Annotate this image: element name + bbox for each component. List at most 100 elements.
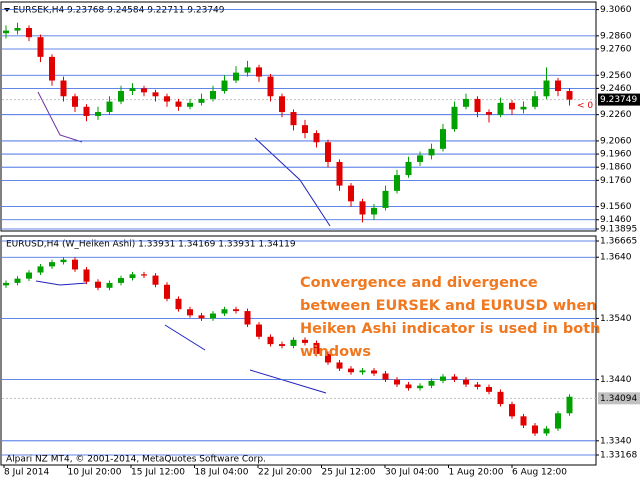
candle-body	[95, 281, 101, 288]
annotation: Convergence and divergence	[300, 275, 538, 291]
y-tick-label: 9.1860	[600, 163, 632, 173]
y-tick-label: 9.13895	[600, 225, 637, 235]
y-tick-label: 9.2860	[600, 31, 632, 41]
candle-body	[164, 284, 170, 299]
last-price-label: 1.34094	[600, 394, 637, 404]
candle-body	[95, 112, 101, 116]
trend-line	[35, 280, 88, 286]
candle-body	[371, 207, 377, 215]
candle-body	[348, 185, 354, 202]
candle-body	[175, 298, 182, 310]
candle-body	[3, 282, 9, 286]
annotation: Heiken Ashi indicator is used in both	[300, 321, 601, 337]
y-tick-label: 9.1460	[600, 215, 632, 225]
candle-body	[428, 380, 435, 386]
x-tick-label: 25 Jul 12:00	[322, 468, 376, 478]
candle-body	[382, 190, 389, 208]
y-tick-label: 9.2560	[600, 71, 632, 81]
candle-body	[37, 266, 44, 273]
candle-body	[26, 27, 32, 38]
candle-body	[129, 274, 136, 279]
candle-body	[3, 30, 9, 34]
y-tick-label: 1.33168	[600, 451, 637, 461]
x-tick-label: 18 Jul 04:00	[195, 468, 249, 478]
x-tick-label: 10 Jul 20:00	[68, 468, 122, 478]
candle-body	[49, 262, 55, 267]
candle-body	[152, 92, 159, 97]
candle-body	[141, 88, 147, 93]
candle-body	[532, 96, 538, 107]
y-tick-label: 9.3060	[600, 5, 632, 15]
candle-body	[405, 161, 412, 176]
y-tick-label: 9.2060	[600, 136, 632, 146]
candle-body	[26, 272, 32, 279]
candle-body	[440, 129, 446, 149]
candle-body	[509, 102, 515, 110]
x-tick-label: 22 Jul 20:00	[258, 468, 312, 478]
candle-body	[164, 96, 170, 102]
candle-body	[555, 413, 561, 429]
candle-body	[14, 27, 21, 31]
y-tick-label: 9.1960	[600, 150, 632, 160]
candle-body	[417, 155, 423, 162]
candle-body	[233, 309, 239, 312]
candle-body	[566, 396, 573, 414]
x-tick-label: 30 Jul 04:00	[385, 468, 439, 478]
candle-body	[72, 259, 78, 270]
y-tick-label: 9.1760	[600, 176, 632, 186]
candle-body	[221, 309, 228, 314]
candle-body	[221, 80, 228, 92]
candle-body	[187, 102, 193, 107]
candle-body	[152, 275, 159, 285]
last-price-box	[598, 392, 640, 405]
y-tick-label: 1.3340	[600, 436, 632, 446]
candle-body	[543, 80, 550, 97]
candle-body	[428, 148, 435, 156]
trend-line	[37, 91, 83, 143]
candle-body	[302, 339, 308, 343]
x-tick-label: 15 Jul 12:00	[131, 468, 185, 478]
panel-menu-icon	[4, 8, 10, 12]
candle-body	[256, 67, 262, 77]
candle-body	[486, 112, 492, 115]
candle-body	[336, 362, 343, 369]
candle-body	[371, 370, 377, 374]
panel-title: EURSEK,H4 9.23768 9.24584 9.22711 9.2374…	[13, 6, 225, 16]
x-tick-label: 8 Jul 2014	[4, 468, 49, 478]
candle-body	[509, 404, 515, 417]
candle-body	[290, 112, 297, 126]
candle-body	[566, 91, 573, 100]
candle-body	[256, 324, 262, 337]
candle-body	[118, 91, 124, 102]
x-tick-label: 1 Aug 20:00	[449, 468, 504, 478]
candle-body	[279, 344, 285, 346]
candle-body	[463, 98, 469, 107]
candle-body	[187, 309, 193, 316]
candle-body	[348, 368, 354, 373]
candle-body	[290, 339, 297, 346]
candle-body	[497, 102, 504, 115]
candle-body	[210, 91, 216, 99]
candle-body	[325, 142, 331, 162]
annotation: between EURSEK and EURUSD when	[300, 298, 597, 314]
candle-body	[210, 313, 216, 319]
candle-body	[141, 274, 147, 276]
panel-frame	[0, 235, 597, 466]
last-price-label: 9.23749	[600, 95, 637, 105]
candle-body	[359, 370, 366, 373]
candle-body	[336, 161, 343, 186]
candle-body	[72, 96, 78, 107]
candle-body	[313, 133, 320, 143]
candle-body	[244, 311, 251, 325]
y-tick-label: 1.3540	[600, 314, 632, 324]
candle-body	[394, 379, 400, 385]
x-tick-label: 6 Aug 12:00	[512, 468, 567, 478]
candle-body	[440, 376, 446, 381]
candle-body	[451, 106, 458, 130]
candle-body	[543, 428, 550, 434]
candle-body	[106, 282, 113, 288]
y-tick-label: 9.2760	[600, 44, 632, 54]
candle-body	[60, 259, 67, 263]
